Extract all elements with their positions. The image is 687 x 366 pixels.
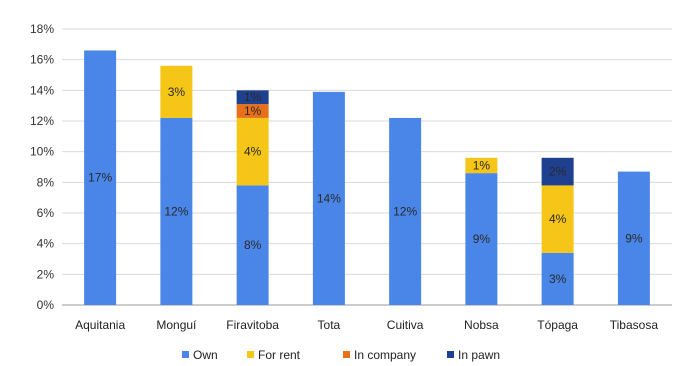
- legend-swatch: [247, 351, 254, 358]
- y-tick-label: 10%: [30, 145, 54, 159]
- x-category-label: Tópaga: [537, 318, 578, 332]
- grid-lines: [62, 29, 672, 305]
- data-label: 3%: [168, 85, 186, 99]
- data-label: 1%: [473, 158, 491, 172]
- data-label: 14%: [317, 191, 341, 205]
- data-label: 9%: [625, 231, 643, 245]
- legend-label: Own: [193, 348, 218, 362]
- x-category-label: Tibasosa: [610, 318, 659, 332]
- legend-label: In pawn: [458, 348, 500, 362]
- x-category-label: Nobsa: [464, 318, 499, 332]
- legend: Own For rent In company In pawn: [182, 348, 500, 362]
- data-label: 3%: [549, 272, 567, 286]
- legend-label: In company: [354, 348, 416, 362]
- data-label: 17%: [88, 171, 112, 185]
- y-tick-label: 14%: [30, 83, 54, 97]
- data-label: 4%: [244, 145, 262, 159]
- data-label: 1%: [244, 104, 262, 118]
- y-axis-ticks: 0% 2% 4% 6% 8% 10% 12% 14% 16% 18%: [30, 22, 54, 312]
- y-tick-label: 12%: [30, 114, 54, 128]
- x-category-label: Aquitania: [75, 318, 125, 332]
- y-tick-label: 2%: [37, 267, 55, 281]
- data-label: 4%: [549, 212, 567, 226]
- y-tick-label: 18%: [30, 22, 54, 36]
- x-axis-categories: Aquitania Monguí Firavitoba Tota Cuitiva Nobs…: [75, 318, 658, 332]
- data-label: 9%: [473, 232, 491, 246]
- y-tick-label: 4%: [37, 237, 55, 251]
- x-category-label: Cuitiva: [387, 318, 424, 332]
- y-tick-label: 0%: [37, 298, 55, 312]
- x-category-label: Tota: [318, 318, 341, 332]
- y-tick-label: 6%: [37, 206, 55, 220]
- data-label: 12%: [164, 204, 188, 218]
- data-label: 8%: [244, 238, 262, 252]
- y-tick-label: 16%: [30, 53, 54, 67]
- data-label: 1%: [244, 90, 262, 104]
- legend-label: For rent: [258, 348, 301, 362]
- data-label: 2%: [549, 165, 567, 179]
- legend-swatch: [182, 351, 189, 358]
- x-category-label: Firavitoba: [226, 318, 279, 332]
- data-label: 12%: [393, 204, 417, 218]
- x-category-label: Monguí: [156, 318, 197, 332]
- legend-swatch: [447, 351, 454, 358]
- legend-swatch: [343, 351, 350, 358]
- y-tick-label: 8%: [37, 175, 55, 189]
